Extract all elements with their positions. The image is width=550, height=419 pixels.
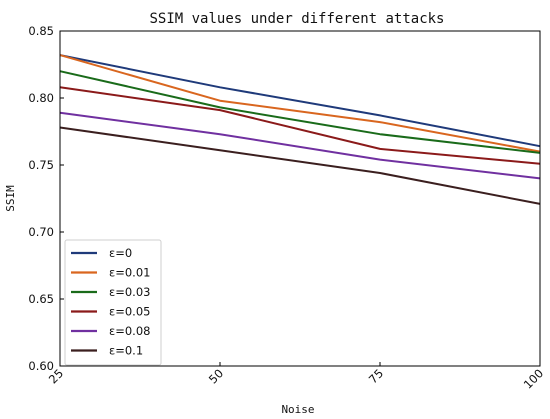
x-axis-label: Noise <box>281 403 314 416</box>
y-tick-label: 0.70 <box>28 225 54 239</box>
y-axis-label: SSIM <box>4 185 17 212</box>
y-axis-ticks: 0.60 0.65 0.70 0.75 0.80 0.85 <box>28 24 64 373</box>
legend: ε=0 ε=0.01 ε=0.03 ε=0.05 ε=0.08 ε=0.1 <box>64 239 162 366</box>
legend-label-2: ε=0.03 <box>109 285 150 299</box>
series-line-5 <box>59 126 541 205</box>
x-tick-label: 100 <box>521 366 546 391</box>
legend-label-1: ε=0.01 <box>109 266 150 280</box>
y-tick-label: 0.65 <box>28 292 54 306</box>
y-tick-label: 0.85 <box>28 24 54 38</box>
series-lines <box>59 54 541 205</box>
series-line-0 <box>59 54 541 148</box>
series-line-4 <box>59 111 541 180</box>
legend-label-3: ε=0.05 <box>109 305 150 319</box>
x-tick-label: 75 <box>366 366 386 386</box>
y-tick-label: 0.80 <box>28 91 54 105</box>
legend-label-0: ε=0 <box>109 246 132 260</box>
x-tick-label: 50 <box>206 366 226 386</box>
series-line-2 <box>59 70 541 154</box>
plot-frame <box>59 30 541 367</box>
y-tick-label: 0.75 <box>28 158 54 172</box>
series-line-3 <box>59 86 541 165</box>
legend-label-4: ε=0.08 <box>109 324 150 338</box>
y-tick-label: 0.60 <box>28 359 54 373</box>
chart-title: SSIM values under different attacks <box>149 11 444 27</box>
legend-frame <box>64 239 162 366</box>
legend-label-5: ε=0.1 <box>109 344 143 358</box>
series-line-1 <box>59 54 541 153</box>
